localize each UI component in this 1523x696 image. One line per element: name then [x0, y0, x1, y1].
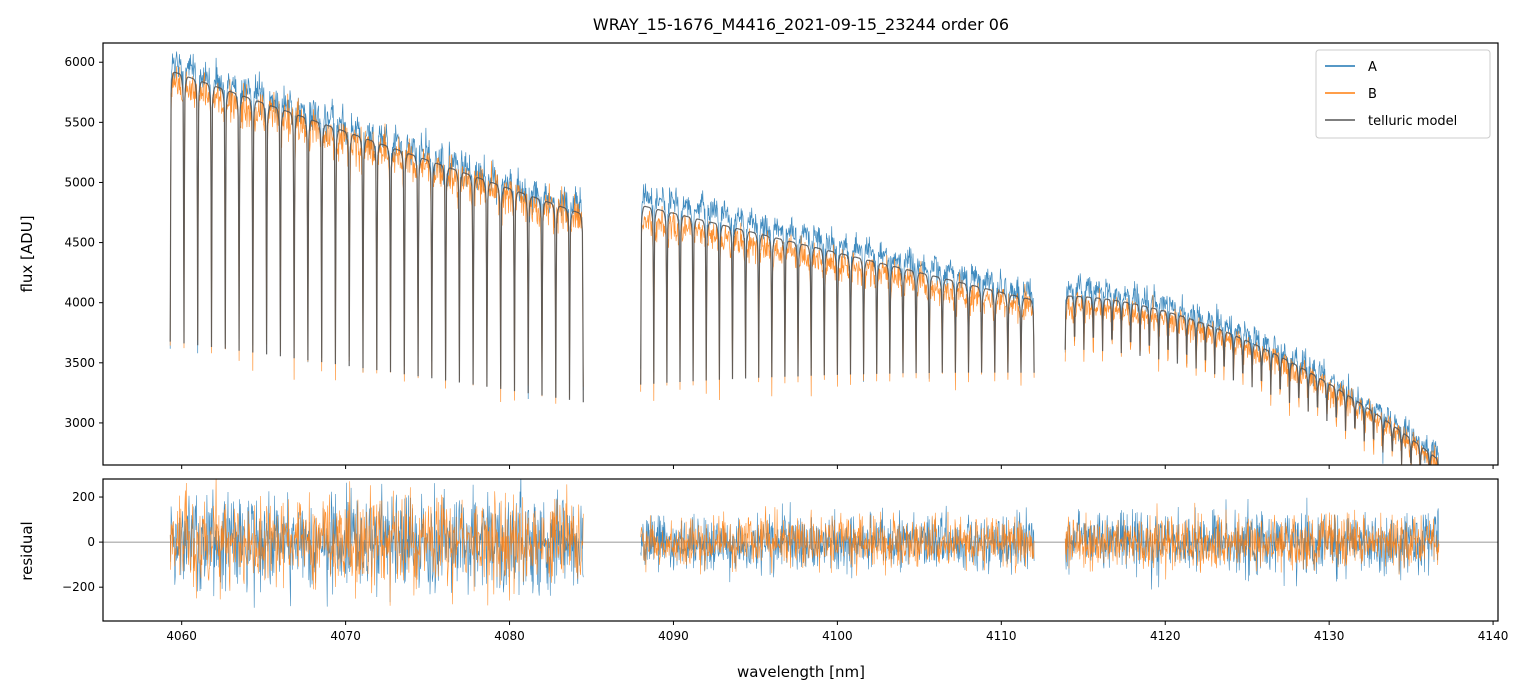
bottom-panel-frame — [102, 478, 1499, 622]
chart-title: WRAY_15-1676_M4416_2021-09-15_23244 orde… — [593, 15, 1009, 35]
telluric-model-segment-2 — [640, 205, 1035, 385]
telluric-model-segment-1 — [169, 71, 584, 403]
legend-label-b: B — [1368, 87, 1377, 102]
bottom-y-axis: 200 0 −200 — [62, 490, 103, 594]
bottom-y-tick-label-−200: −200 — [62, 580, 95, 594]
top-y-tick-label-3500: 3500 — [64, 356, 95, 370]
top-y-tick-label-6000: 6000 — [64, 55, 95, 69]
bottom-y-tick-label-0: 0 — [87, 535, 95, 549]
x-tick-label-4120: 4120 — [1150, 629, 1181, 643]
bottom-y-axis-label: residual — [18, 521, 36, 580]
x-tick-label-4070: 4070 — [330, 629, 361, 643]
x-tick-label-4130: 4130 — [1314, 629, 1345, 643]
x-tick-label-4090: 4090 — [658, 629, 689, 643]
x-axis: 4060 4070 4080 4090 4100 4110 4120 4130 4140 — [166, 465, 1508, 643]
legend-label-a: A — [1368, 60, 1377, 75]
residual-b-segment-2 — [640, 506, 1035, 576]
series-b-segment-1 — [169, 66, 584, 404]
top-y-tick-label-4000: 4000 — [64, 296, 95, 310]
x-tick-label-4100: 4100 — [822, 629, 853, 643]
telluric-model-segment-3 — [1064, 295, 1439, 465]
residual-b-segment-1 — [169, 479, 584, 606]
top-y-tick-label-4500: 4500 — [64, 236, 95, 250]
x-tick-label-4060: 4060 — [166, 629, 197, 643]
legend-box — [1315, 49, 1491, 139]
series-b-segment-2 — [640, 206, 1035, 401]
bottom-y-tick-label-200: 200 — [72, 490, 95, 504]
residual-a-segment-3 — [1064, 497, 1440, 590]
top-y-axis-label: flux [ADU] — [18, 215, 36, 292]
top-panel-frame — [102, 42, 1499, 466]
bottom-panel-series — [103, 479, 1498, 608]
x-tick-label-4140: 4140 — [1478, 629, 1509, 643]
residual-a-segment-2 — [640, 502, 1035, 583]
legend-label-model: telluric model — [1368, 114, 1457, 129]
top-panel-series — [169, 51, 1439, 465]
x-axis-label: wavelength [nm] — [737, 663, 865, 681]
legend: A B telluric model — [1315, 49, 1491, 139]
x-tick-label-4110: 4110 — [986, 629, 1017, 643]
residual-b-segment-3 — [1064, 502, 1440, 580]
x-tick-label-4080: 4080 — [494, 629, 525, 643]
top-y-tick-label-3000: 3000 — [64, 416, 95, 430]
top-y-axis: 3000 3500 4000 4500 5000 5500 6000 — [64, 55, 103, 430]
top-y-tick-label-5000: 5000 — [64, 175, 95, 189]
top-y-tick-label-5500: 5500 — [64, 115, 95, 129]
